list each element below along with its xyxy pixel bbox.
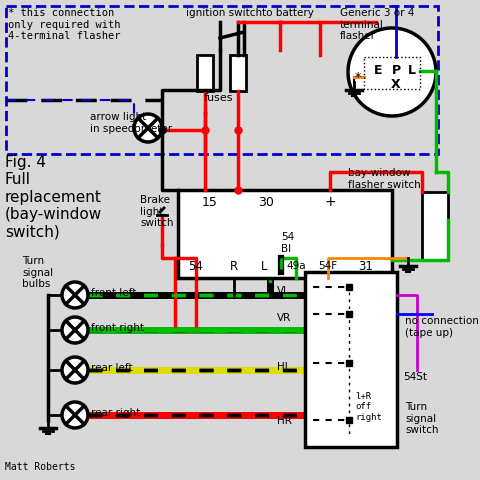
Text: E: E <box>374 64 382 77</box>
Text: bay-window
flasher switch: bay-window flasher switch <box>348 168 421 190</box>
Text: Matt Roberts: Matt Roberts <box>5 462 75 472</box>
Text: HL: HL <box>277 362 290 372</box>
Text: to battery: to battery <box>262 8 314 18</box>
Circle shape <box>134 114 162 142</box>
Text: R: R <box>230 260 238 273</box>
Text: HR: HR <box>277 416 292 426</box>
Bar <box>230 55 246 91</box>
Text: Brake
light
switch: Brake light switch <box>140 195 173 228</box>
Text: arrow light
in speedometer: arrow light in speedometer <box>90 112 172 133</box>
Circle shape <box>348 28 436 116</box>
Bar <box>422 192 448 260</box>
Circle shape <box>62 317 88 343</box>
Bar <box>6 6 438 154</box>
Text: rear left: rear left <box>91 363 132 373</box>
Text: Fig. 4
Full
replacement
(bay-window
switch): Fig. 4 Full replacement (bay-window swit… <box>5 155 102 240</box>
Text: fuses: fuses <box>203 93 233 103</box>
Text: VR: VR <box>277 313 291 323</box>
Circle shape <box>62 282 88 308</box>
Text: P: P <box>391 64 401 77</box>
Text: 31: 31 <box>359 260 373 273</box>
Bar <box>364 57 420 89</box>
Bar <box>178 190 392 278</box>
Circle shape <box>62 357 88 383</box>
Text: 54
Bl: 54 Bl <box>281 232 294 253</box>
Text: Turn
signal
bulbs: Turn signal bulbs <box>22 256 53 289</box>
Text: *: * <box>355 71 361 84</box>
Text: L: L <box>408 64 416 77</box>
Text: Turn
signal
switch: Turn signal switch <box>405 402 439 435</box>
Text: X: X <box>391 77 401 91</box>
Bar <box>305 272 397 447</box>
Text: ignition switch: ignition switch <box>186 8 262 18</box>
Text: Generic 3 or 4
terminal
flasher: Generic 3 or 4 terminal flasher <box>340 8 414 41</box>
Text: VL: VL <box>277 286 290 296</box>
Text: 49a: 49a <box>286 261 306 271</box>
Text: no connection
(tape up): no connection (tape up) <box>405 316 479 337</box>
Text: +: + <box>324 195 336 209</box>
Text: front right: front right <box>91 323 144 333</box>
Text: front left: front left <box>91 288 136 298</box>
Text: rear right: rear right <box>91 408 140 418</box>
Text: 54F: 54F <box>318 261 337 271</box>
Bar <box>197 55 213 91</box>
Text: 54St: 54St <box>403 372 427 382</box>
Circle shape <box>62 402 88 428</box>
Text: L: L <box>261 260 267 273</box>
Text: * this connection
only required with
4-terminal flasher: * this connection only required with 4-t… <box>8 8 120 41</box>
Text: 54: 54 <box>189 260 204 273</box>
Text: 30: 30 <box>258 195 274 208</box>
Text: 15: 15 <box>202 195 218 208</box>
Text: l+R
off
right: l+R off right <box>355 392 382 422</box>
